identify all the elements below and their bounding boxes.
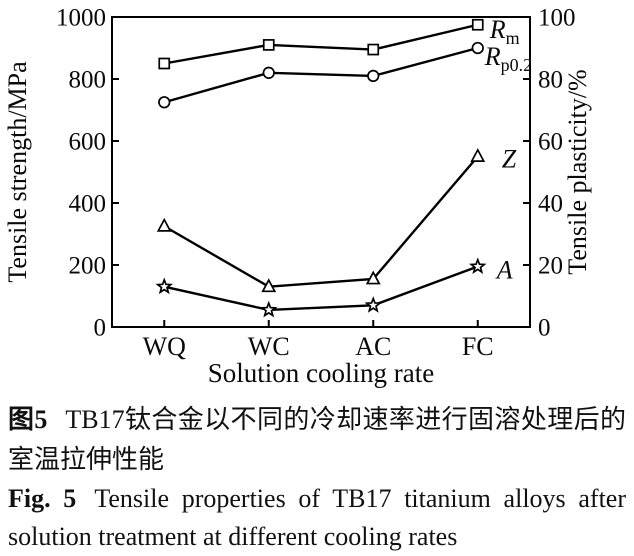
marker-circle-icon [471, 41, 484, 55]
series-Rm: Rm [158, 15, 520, 70]
series-label-Rm: Rm [489, 15, 520, 48]
y-left-tick-label: 200 [69, 253, 107, 280]
x-tick-label: FC [462, 332, 494, 361]
caption-zh-label: 图5 [8, 405, 48, 434]
y-right-tick-label: 100 [538, 5, 576, 32]
series-line-Rm [164, 23, 479, 65]
marker-star-icon [155, 277, 173, 295]
caption-zh: 图5 TB17钛合金以不同的冷却速率进行固溶处理后的室温拉伸性能 [8, 400, 626, 480]
y-left-tick-label: 1000 [56, 5, 106, 32]
y-axis-left-title: Tensile strength/MPa [3, 61, 32, 283]
series-Rp0.2: Rp0.2 [158, 41, 532, 109]
y-left-tick-label: 800 [69, 67, 107, 94]
y-right-tick-label: 60 [538, 129, 563, 156]
caption-en-text: Tensile properties of TB17 titanium allo… [8, 484, 626, 551]
series-A: A [155, 256, 513, 318]
tensile-properties-figure: 0 200 400 600 800 1000 0 20 40 60 80 100 WQ WC AC FC Ten… [3, 5, 592, 389]
plot-border [111, 16, 531, 328]
y-left-tick-label: 0 [94, 315, 107, 342]
y-axis-right-title: Tensile plasticity/% [563, 69, 592, 274]
marker-square-icon [158, 57, 171, 70]
y-left-tick-label: 400 [69, 191, 107, 218]
marker-square-icon [471, 18, 484, 31]
figure-caption: 图5 TB17钛合金以不同的冷却速率进行固溶处理后的室温拉伸性能 Fig. 5 Te… [0, 400, 634, 556]
x-axis-title: Solution cooling rate [208, 358, 434, 388]
series-label-Z: Z [502, 145, 517, 174]
series-line-A [163, 265, 479, 312]
marker-square-icon [262, 39, 275, 51]
marker-circle-icon [158, 96, 171, 109]
marker-circle-icon [367, 69, 380, 83]
x-tick-label: AC [355, 332, 391, 361]
x-tick-label: WC [248, 332, 290, 361]
series-line-Z [163, 155, 479, 288]
y-right-tick-label: 80 [538, 67, 563, 94]
caption-zh-text: TB17钛合金以不同的冷却速率进行固溶处理后的室温拉伸性能 [8, 405, 626, 474]
marker-triangle-icon [261, 278, 277, 293]
caption-en-label: Fig. 5 [8, 484, 77, 513]
marker-circle-icon [262, 66, 275, 79]
y-right-tick-label: 40 [538, 191, 563, 218]
marker-triangle-icon [365, 270, 381, 285]
series-line-Rp0.2 [163, 46, 479, 104]
series-label-A: A [495, 256, 513, 285]
marker-star-icon [469, 257, 487, 274]
y-left-tick-label: 600 [69, 129, 107, 156]
series-Z: Z [156, 145, 517, 293]
x-tick-label: WQ [143, 332, 187, 361]
series-label-Rp0.2: Rp0.2 [484, 42, 532, 75]
marker-star-icon [364, 296, 382, 313]
y-right-tick-label: 20 [538, 253, 563, 280]
caption-en: Fig. 5 Tensile properties of TB17 titaniu… [8, 480, 626, 556]
marker-square-icon [367, 43, 380, 56]
marker-triangle-icon [156, 217, 172, 232]
marker-star-icon [260, 300, 278, 318]
marker-triangle-icon [470, 148, 486, 162]
tensile-properties-chart: 0 200 400 600 800 1000 0 20 40 60 80 100 WQ WC AC FC Ten… [3, 5, 592, 389]
y-right-tick-label: 0 [538, 315, 551, 342]
